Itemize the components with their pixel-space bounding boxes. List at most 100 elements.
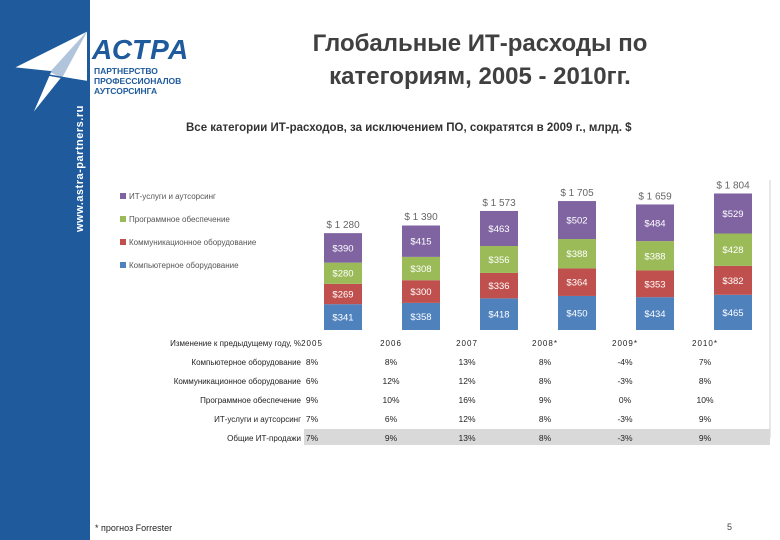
- table-cell: 8%: [306, 357, 319, 367]
- table-cell: 6%: [306, 376, 319, 386]
- table-cell: 12%: [458, 376, 475, 386]
- legend-label: Коммуникационное оборудование: [129, 238, 257, 247]
- data-label: $484: [644, 218, 665, 229]
- legend-swatch: [120, 239, 126, 245]
- data-label: $336: [488, 281, 509, 292]
- bar-segment: [558, 201, 596, 240]
- table-cell: 8%: [539, 414, 552, 424]
- total-label: $ 1 573: [482, 198, 516, 209]
- data-label: $300: [410, 287, 431, 298]
- bar-segment: [402, 302, 440, 330]
- bar-segment: [402, 225, 440, 257]
- data-label: $308: [410, 264, 431, 275]
- bar-segment: [324, 233, 362, 263]
- table-cell: 9%: [539, 395, 552, 405]
- stacked-bar-chart: ИТ-услуги и аутсорсинг Программное обеспе…: [120, 180, 771, 445]
- total-label: $ 1 659: [638, 191, 672, 202]
- table-cell: 9%: [306, 395, 319, 405]
- legend-label: Компьютерное оборудование: [129, 261, 239, 270]
- legend-label: ИТ-услуги и аутсорсинг: [129, 192, 216, 201]
- data-label: $529: [722, 209, 743, 220]
- bar-segment: [636, 241, 674, 271]
- bar-segment: [636, 270, 674, 298]
- table-cell: 7%: [306, 433, 319, 443]
- data-label: $450: [566, 308, 587, 319]
- table-row-label: ИТ-услуги и аутсорсинг: [214, 415, 301, 424]
- logo-subtitle-line: ПАРТНЕРСТВО: [94, 66, 158, 76]
- table-cell: 8%: [385, 357, 398, 367]
- table-row-label: Компьютерное оборудование: [191, 358, 301, 367]
- data-label: $388: [566, 249, 587, 260]
- total-label: $ 1 804: [716, 180, 750, 191]
- table-year: 2009*: [612, 339, 638, 348]
- data-label: $280: [332, 269, 353, 280]
- table-cell: -3%: [617, 376, 633, 386]
- astra-logo: [8, 28, 89, 119]
- legend-label: Программное обеспечение: [129, 215, 230, 224]
- data-label: $341: [332, 313, 353, 324]
- table-cell: 8%: [539, 376, 552, 386]
- legend-swatch: [120, 193, 126, 199]
- table-cell: 12%: [382, 376, 399, 386]
- total-label: $ 1 280: [326, 220, 360, 231]
- logo-subtitle-line: АУТСОРСИНГА: [94, 86, 158, 96]
- data-label: $418: [488, 310, 509, 321]
- data-label: $428: [722, 245, 743, 256]
- table-cell: 8%: [539, 357, 552, 367]
- table-cell: 8%: [539, 433, 552, 443]
- table-cell: 7%: [306, 414, 319, 424]
- data-label: $358: [410, 312, 431, 323]
- table-cell: 16%: [458, 395, 475, 405]
- bar-segment: [402, 256, 440, 281]
- bar-segment: [324, 304, 362, 330]
- table-cell: 13%: [458, 433, 475, 443]
- logo-name: АСТРА: [92, 34, 190, 65]
- table-cell: 10%: [382, 395, 399, 405]
- bar-segment: [636, 297, 674, 330]
- legend-swatch: [120, 262, 126, 268]
- table-cell: 12%: [458, 414, 475, 424]
- bar-segment: [558, 268, 596, 296]
- table-cell: -4%: [617, 357, 633, 367]
- data-label: $364: [566, 278, 587, 289]
- table-row-highlight: [304, 429, 770, 445]
- bar-segment: [714, 294, 752, 330]
- table-cell: 6%: [385, 414, 398, 424]
- bar-segment: [324, 283, 362, 305]
- table-header-label: Изменение к предыдущему году, %: [170, 339, 301, 348]
- table-cell: 9%: [699, 433, 712, 443]
- bar-segment: [558, 239, 596, 269]
- slide-title-line-1: Глобальные ИТ-расходы по: [312, 30, 648, 57]
- table-cell: 0%: [619, 395, 632, 405]
- data-label: $356: [488, 255, 509, 266]
- table-cell: -3%: [617, 433, 633, 443]
- bar-segment: [402, 280, 440, 303]
- total-label: $ 1 705: [560, 188, 594, 199]
- table-row-label: Программное обеспечение: [200, 396, 301, 405]
- logo-subtitle-line: ПРОФЕССИОНАЛОВ: [94, 76, 182, 86]
- data-label: $415: [410, 237, 431, 248]
- table-cell: 10%: [696, 395, 713, 405]
- table-row-label: Общие ИТ-продажи: [227, 434, 301, 443]
- data-label: $502: [566, 216, 587, 227]
- bar-segment: [714, 233, 752, 266]
- table-cell: -3%: [617, 414, 633, 424]
- table-year: 2005: [301, 339, 323, 348]
- bar-segment: [480, 272, 518, 299]
- total-label: $ 1 390: [404, 212, 438, 223]
- bar-segment: [480, 210, 518, 246]
- logo-subtitle: ПАРТНЕРСТВО ПРОФЕССИОНАЛОВ АУТСОРСИНГА: [94, 66, 204, 96]
- bar-segment: [636, 204, 674, 242]
- data-label: $434: [644, 309, 665, 320]
- table-cell: 9%: [385, 433, 398, 443]
- bar-segment: [480, 246, 518, 273]
- bar-segment: [324, 262, 362, 284]
- data-label: $269: [332, 290, 353, 301]
- data-label: $353: [644, 279, 665, 290]
- slide-title-line-2: категориям, 2005 - 2010гг.: [329, 63, 631, 90]
- data-label: $390: [332, 243, 353, 254]
- data-label: $388: [644, 251, 665, 262]
- bar-segment: [714, 265, 752, 295]
- table-cell: 9%: [699, 414, 712, 424]
- data-label: $465: [722, 308, 743, 319]
